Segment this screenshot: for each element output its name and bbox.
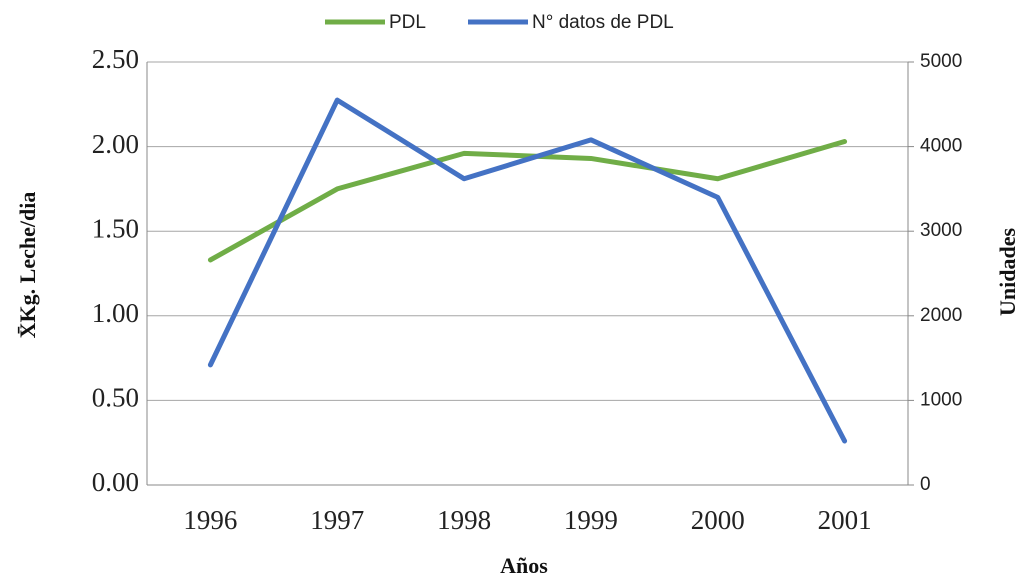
y2-tick-label: 0: [920, 474, 931, 495]
x-tick-label: 2001: [818, 505, 872, 535]
x-tick-label: 1998: [437, 505, 491, 535]
y-tick-label: 1.50: [92, 213, 139, 243]
y2-axis-title: Unidades: [995, 228, 1020, 316]
x-tick-label: 1999: [564, 505, 618, 535]
y-axis-title: X̄Kg. Leche/dia: [15, 192, 40, 339]
y-tick-label: 1.00: [92, 298, 139, 328]
legend-label: N° datos de PDL: [532, 12, 674, 33]
y2-tick-label: 3000: [920, 220, 962, 241]
y2-tick-label: 2000: [920, 305, 962, 326]
y-tick-label: 0.50: [92, 383, 139, 413]
y2-tick-label: 5000: [920, 51, 962, 72]
series-line: [207, 97, 848, 444]
y-tick-label: 2.50: [92, 44, 139, 74]
legend-label: PDL: [389, 12, 426, 33]
y-tick-label: 0.00: [92, 467, 139, 497]
y2-tick-label: 4000: [920, 136, 962, 157]
x-axis-title: Años: [500, 553, 548, 578]
x-tick-label: 1997: [310, 505, 364, 535]
y2-tick-label: 1000: [920, 389, 962, 410]
x-tick-label: 1996: [183, 505, 237, 535]
x-tick-label: 2000: [691, 505, 745, 535]
series-line: [207, 139, 848, 263]
y-tick-label: 2.00: [92, 129, 139, 159]
